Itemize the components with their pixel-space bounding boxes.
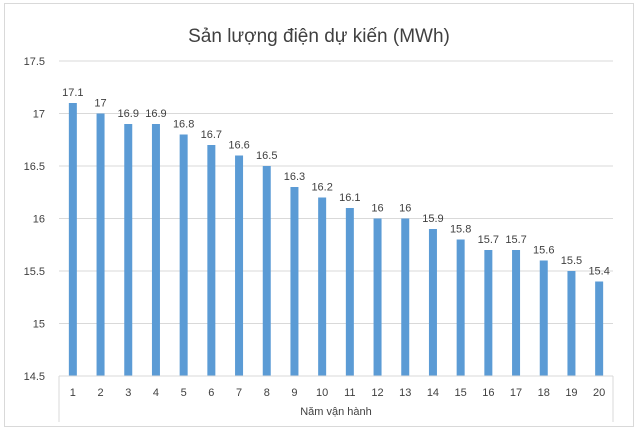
- data-label: 16.7: [201, 129, 222, 141]
- x-tick-label: 1: [70, 387, 76, 399]
- chart-title: Sản lượng điện dự kiến (MWh): [188, 26, 450, 47]
- bar: [262, 166, 271, 376]
- bar: [373, 218, 382, 376]
- gridlines: [59, 60, 613, 324]
- x-tick-label: 16: [482, 387, 494, 399]
- x-tick-label: 9: [291, 387, 297, 399]
- x-tick-label: 10: [316, 387, 328, 399]
- bar: [539, 260, 548, 376]
- data-label: 15.7: [505, 234, 526, 246]
- x-axis-tick-labels: 1 2 3 4 5 6 7 8 9 10 11 12 13 14 15 16 17 18 19 20: [70, 387, 605, 399]
- x-tick-label: 8: [264, 387, 270, 399]
- x-tick-label: 18: [538, 387, 550, 399]
- y-tick-label: 16: [33, 214, 45, 226]
- bar: [428, 229, 437, 376]
- x-tick-label: 7: [236, 387, 242, 399]
- x-tick-label: 13: [399, 387, 411, 399]
- chart-container: Sản lượng điện dự kiến (MWh) 14.5 15 15.5 1…: [4, 3, 634, 427]
- y-tick-label: 15.5: [24, 266, 45, 278]
- bar: [96, 113, 105, 376]
- data-label: 16: [399, 203, 411, 215]
- x-axis: [58, 375, 614, 422]
- y-tick-label: 17.5: [24, 56, 45, 68]
- y-tick-label: 14.5: [24, 371, 45, 383]
- bar: [235, 155, 244, 376]
- bar: [345, 208, 354, 376]
- x-tick-label: 15: [455, 387, 467, 399]
- x-tick-label: 5: [181, 387, 187, 399]
- data-label: 16.1: [339, 192, 360, 204]
- y-tick-label: 17: [33, 109, 45, 121]
- data-label: 16.3: [284, 171, 305, 183]
- bar: [512, 250, 521, 376]
- bar: [567, 271, 576, 376]
- data-label: 15.9: [422, 213, 443, 225]
- bar: [207, 145, 216, 376]
- x-tick-label: 11: [344, 387, 355, 399]
- bar: [151, 124, 160, 376]
- data-label: 17: [94, 98, 106, 110]
- data-label: 16.2: [311, 182, 332, 194]
- bar: [484, 250, 493, 376]
- bar: [290, 187, 299, 376]
- data-label: 16.9: [118, 108, 139, 120]
- bar: [124, 124, 133, 376]
- data-label: 16.6: [228, 140, 249, 152]
- data-label: 15.6: [533, 245, 554, 257]
- data-label: 16.9: [145, 108, 166, 120]
- bar: [595, 281, 604, 376]
- x-tick-label: 17: [510, 387, 522, 399]
- x-tick-label: 12: [371, 387, 383, 399]
- y-tick-label: 16.5: [24, 161, 45, 173]
- y-tick-label: 15: [33, 319, 45, 331]
- data-label: 15.7: [478, 234, 499, 246]
- x-tick-label: 6: [208, 387, 214, 399]
- x-tick-label: 4: [153, 387, 159, 399]
- bar: [401, 218, 410, 376]
- bar: [318, 197, 327, 376]
- x-tick-label: 3: [125, 387, 131, 399]
- data-label: 15.4: [588, 266, 609, 278]
- y-axis-tick-labels: 14.5 15 15.5 16 16.5 17 17.5: [24, 56, 45, 383]
- data-label: 15.5: [561, 255, 582, 267]
- data-label: 15.8: [450, 224, 471, 236]
- x-tick-label: 19: [565, 387, 577, 399]
- x-tick-label: 20: [593, 387, 605, 399]
- data-label: 16.8: [173, 119, 194, 131]
- bars: [68, 103, 604, 376]
- bar: [179, 134, 188, 376]
- x-tick-label: 14: [427, 387, 439, 399]
- bar-chart: Sản lượng điện dự kiến (MWh) 14.51515.51…: [24, 26, 614, 422]
- x-tick-label: 2: [97, 387, 103, 399]
- data-label: 16.5: [256, 150, 277, 162]
- bar: [456, 239, 465, 376]
- data-label: 17.1: [62, 87, 83, 99]
- bar: [68, 103, 77, 376]
- data-labels: 17.1 17 16.9 16.9 16.8 16.7 16.6 16.5 16.3 16.2 16…: [62, 87, 610, 278]
- x-axis-title: Năm vận hành: [300, 406, 372, 418]
- data-label: 16: [371, 203, 383, 215]
